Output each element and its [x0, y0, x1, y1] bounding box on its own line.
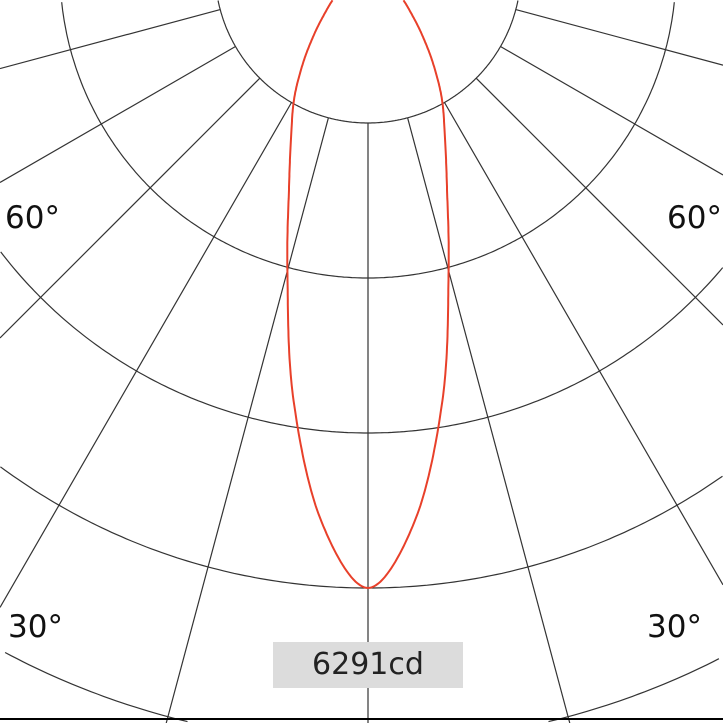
- grid-ring: [0, 466, 723, 589]
- grid-radial-line: [500, 45, 723, 176]
- grid-radial-line: [475, 77, 723, 326]
- grid-ring: [217, 0, 519, 124]
- grid-radial-line: [0, 9, 221, 70]
- grid-radial-line: [515, 9, 723, 66]
- grid-radial-line: [0, 102, 293, 608]
- max-intensity-label: 6291cd: [273, 642, 463, 688]
- angle-label-30-right: 30°: [647, 609, 702, 645]
- grid-radial-line: [165, 117, 329, 723]
- grid-radial-line: [443, 102, 723, 586]
- grid-ring: [0, 251, 723, 434]
- intensity-curve: [286, 0, 450, 590]
- grid-radial-line: [407, 117, 571, 723]
- grid-radial-line: [0, 77, 261, 339]
- angle-label-60-right: 60°: [667, 200, 722, 236]
- grid-ring: [4, 651, 720, 723]
- angle-label-60-left: 60°: [5, 200, 60, 236]
- grid-radial-line: [0, 45, 236, 183]
- angle-label-30-left: 30°: [8, 609, 63, 645]
